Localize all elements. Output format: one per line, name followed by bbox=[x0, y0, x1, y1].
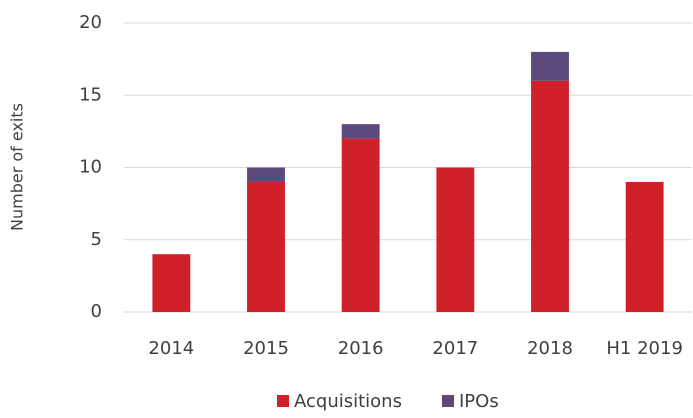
y-tick-label: 20 bbox=[79, 12, 102, 33]
y-tick-label: 0 bbox=[91, 301, 102, 322]
legend-label: Acquisitions bbox=[294, 391, 402, 412]
bar-segment bbox=[625, 181, 664, 312]
y-tick-label: 10 bbox=[79, 157, 102, 178]
legend-label: IPOs bbox=[459, 391, 499, 412]
x-tick-label: 2016 bbox=[338, 338, 384, 359]
bar-segment bbox=[152, 254, 191, 312]
bar-segment bbox=[341, 138, 380, 312]
x-tick-label: 2015 bbox=[243, 338, 289, 359]
bar-segment bbox=[531, 80, 569, 312]
bar-segment bbox=[247, 167, 285, 182]
bar-segment bbox=[247, 181, 285, 312]
y-tick-label: 15 bbox=[79, 84, 102, 105]
bar-segment bbox=[531, 51, 569, 81]
x-tick-label: 2014 bbox=[148, 338, 194, 359]
x-tick-label: H1 2019 bbox=[606, 338, 683, 359]
bar-segment bbox=[436, 167, 475, 312]
x-tick-label: 2018 bbox=[527, 338, 573, 359]
y-axis-label: Number of exits bbox=[8, 103, 27, 231]
legend-swatch bbox=[277, 395, 289, 407]
x-tick-label: 2017 bbox=[432, 338, 478, 359]
y-tick-label: 5 bbox=[91, 229, 102, 250]
legend-swatch bbox=[442, 395, 454, 407]
bar-segment bbox=[341, 124, 380, 139]
